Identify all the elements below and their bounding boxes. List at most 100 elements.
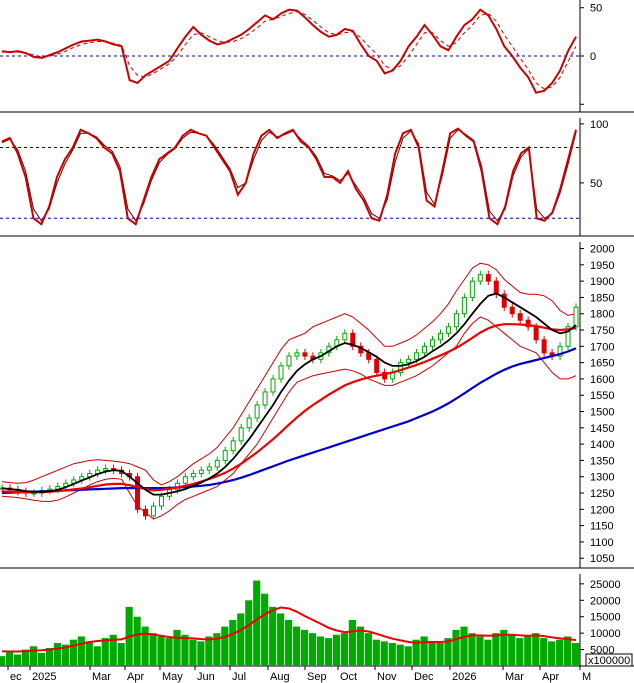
candle-body	[422, 345, 428, 354]
volume-bar	[340, 633, 348, 666]
x-tick-label: 2025	[32, 671, 56, 683]
candle-body	[262, 391, 268, 406]
panel-frames	[0, 0, 634, 667]
volume-bar	[540, 638, 548, 666]
volume-bar	[524, 636, 532, 666]
volume-bar	[516, 638, 524, 666]
stochastic-main-line	[1, 127, 577, 226]
candle-body	[222, 450, 228, 461]
price-tick-label: 1050	[590, 553, 614, 565]
volume-bar	[332, 634, 341, 666]
volume-bar	[0, 656, 6, 666]
price-tick-label: 1150	[590, 521, 614, 533]
volume-bar	[181, 634, 189, 666]
price-tick-label: 1200	[590, 504, 614, 516]
candle-body	[190, 472, 196, 478]
volume-bar	[205, 636, 213, 666]
stochastic-tick-label: 50	[590, 178, 602, 190]
candle-body	[430, 339, 435, 347]
price-tick-label: 2000	[590, 244, 614, 256]
volume-bar	[133, 616, 141, 666]
volume-bar	[476, 636, 484, 666]
volume-tick-label: 10000	[590, 628, 621, 640]
candle-body	[286, 355, 292, 367]
candle-body	[103, 468, 109, 471]
oscillator-tick-label: 50	[590, 3, 602, 15]
volume-ma-line	[1, 606, 577, 653]
candle-body	[214, 459, 220, 468]
price-tick-label: 1650	[590, 358, 614, 370]
x-tick-label: Jun	[197, 671, 215, 683]
volume-bar	[285, 620, 293, 666]
candle-body	[493, 280, 499, 295]
x-tick-label: Apr	[542, 671, 559, 683]
volume-bar	[21, 649, 30, 666]
x-tick-label: Mar	[92, 671, 111, 683]
x-tick-label: Dec	[414, 671, 434, 683]
time-axis: ec 2025 Mar Apr May Jun Jul Aug Sep Oct Nov Dec 2026…	[7, 666, 591, 683]
price-tick-label: 1300	[590, 472, 614, 484]
candle-body	[533, 326, 539, 341]
volume-bar	[53, 643, 61, 666]
momentum-oscillator-panel: 50 0	[0, 3, 602, 105]
volume-bar	[444, 638, 452, 666]
volume-bar	[548, 641, 556, 666]
candle-body	[254, 404, 260, 419]
candle-body	[573, 306, 579, 328]
candle-body	[270, 378, 276, 393]
volume-bar	[109, 634, 117, 666]
price-tick-label: 1900	[590, 276, 614, 288]
stochastic-tick-label: 100	[590, 119, 608, 131]
volume-bar	[221, 626, 229, 666]
stochastic-panel: 100 50	[0, 119, 608, 226]
volume-bar	[420, 636, 428, 666]
x-tick-label: Oct	[340, 671, 357, 683]
volume-bar	[300, 629, 309, 666]
stochastic-signal-line	[1, 129, 577, 222]
candle-body	[294, 352, 300, 357]
volume-bar	[165, 638, 173, 666]
candle-body	[414, 352, 420, 360]
price-tick-label: 1700	[590, 341, 614, 353]
price-tick-label: 1850	[590, 292, 614, 304]
x-tick-label: Mar	[505, 671, 524, 683]
x-tick-label: 2026	[452, 671, 476, 683]
candle-body	[150, 505, 156, 517]
volume-bar	[149, 633, 157, 666]
oscillator-signal-line	[2, 11, 577, 90]
volume-bar	[13, 654, 22, 666]
volume-bar	[324, 638, 333, 666]
candle-body	[477, 274, 483, 282]
volume-bar	[508, 634, 516, 666]
volume-bar	[564, 636, 572, 666]
volume-bar	[117, 643, 125, 666]
candle-body	[198, 469, 204, 474]
volume-bar	[292, 626, 301, 666]
candle-body	[158, 495, 164, 507]
candle-body	[485, 274, 491, 282]
ma-mid-line	[1, 323, 577, 494]
volume-tick-label: 25000	[590, 579, 621, 591]
volume-bar	[492, 633, 500, 666]
volume-bar	[372, 639, 380, 666]
volume-bar	[101, 638, 109, 666]
candle-body	[278, 365, 284, 380]
price-tick-label: 1800	[590, 309, 614, 321]
candle-body	[246, 417, 252, 429]
candle-body	[302, 352, 308, 357]
volume-bar	[468, 633, 476, 666]
volume-bar	[412, 639, 420, 666]
volume-bar	[356, 626, 364, 666]
candle-body	[206, 466, 212, 471]
candle-body	[453, 313, 459, 328]
volume-bar	[5, 651, 14, 666]
volume-bar	[308, 633, 317, 666]
candle-body	[461, 296, 467, 315]
volume-bar	[229, 620, 237, 666]
price-panel: 2000 1950 1900 1850 1800 1750 1700 1650 1600 1550…	[0, 244, 614, 565]
volume-bar	[189, 639, 197, 666]
candle-body	[374, 358, 380, 373]
volume-tick-label: 20000	[590, 595, 621, 607]
